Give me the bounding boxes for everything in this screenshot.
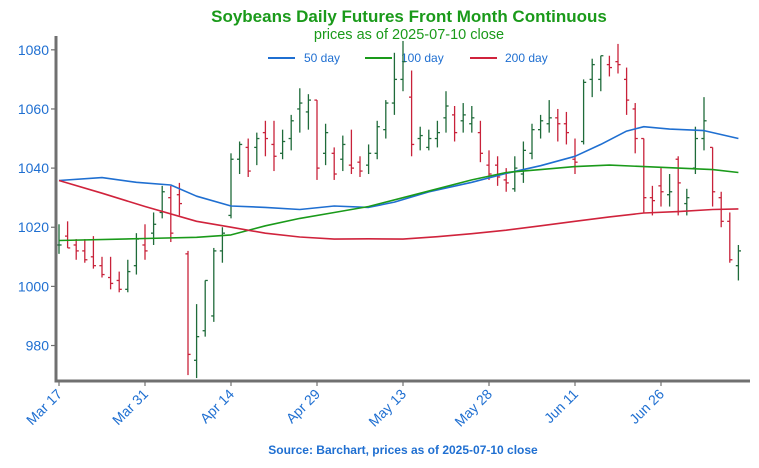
ohlc-bar (520, 141, 526, 183)
ohlc-bar (73, 239, 79, 260)
ohlc-bar (452, 106, 458, 142)
ohlc-bar (108, 256, 114, 290)
price-bars (56, 40, 741, 379)
ohlc-bar (280, 129, 286, 160)
x-tick-label: Jun 26 (626, 386, 667, 427)
x-tick-label: Jun 11 (541, 386, 581, 426)
ohlc-bar (185, 250, 191, 376)
ohlc-bar (641, 137, 647, 213)
ohlc-bar (271, 120, 277, 172)
ohlc-bar (159, 185, 165, 219)
ma-100-day-line (58, 164, 739, 242)
ohlc-bar (434, 120, 440, 148)
x-tick-label: Mar 31 (109, 386, 151, 428)
ohlc-bar (486, 150, 492, 180)
ohlc-bar (99, 256, 105, 278)
ohlc-bar (305, 94, 311, 130)
ohlc-bar (65, 221, 71, 249)
ohlc-bar (658, 168, 664, 207)
y-tick-label: 980 (26, 338, 50, 354)
ohlc-bar (254, 132, 260, 166)
ohlc-bar (512, 156, 518, 192)
ohlc-bar (598, 55, 604, 92)
ohlc-bar (288, 114, 294, 151)
ohlc-bar (211, 247, 217, 322)
ohlc-bar (692, 126, 698, 175)
legend-label-200-day: 200 day (505, 51, 548, 65)
ohlc-bar (366, 144, 372, 175)
ohlc-bar (82, 239, 88, 263)
ohlc-bar (331, 147, 337, 180)
y-tick-label: 1020 (18, 219, 49, 235)
ohlc-bar (125, 259, 131, 293)
ohlc-bar (400, 40, 406, 92)
ohlc-bar (151, 212, 157, 245)
chart-title: Soybeans Daily Futures Front Month Conti… (211, 7, 607, 26)
ohlc-bar (735, 244, 741, 281)
ma-200-day-line (58, 179, 739, 240)
axes: 980 1000 1020 1040 1060 1080 Mar 17 Mar 31 Apr 1… (18, 36, 750, 430)
ohlc-bar (357, 156, 363, 177)
ohlc-bar (314, 99, 320, 180)
moving-averages (58, 125, 739, 242)
ohlc-bar (374, 120, 380, 160)
y-tick-label: 1040 (18, 160, 49, 176)
ohlc-bar (90, 236, 96, 269)
ohlc-bar (701, 97, 707, 151)
ohlc-bar (555, 108, 561, 142)
ohlc-bar (245, 138, 251, 177)
ohlc-bar (297, 88, 303, 133)
ohlc-bar (624, 67, 630, 115)
ohlc-bar (675, 156, 681, 216)
x-tick-label: May 28 (451, 386, 495, 430)
x-tick-label: Mar 17 (23, 386, 65, 428)
ohlc-bar (667, 174, 673, 207)
ohlc-bar (383, 100, 389, 139)
ohlc-bar (727, 212, 733, 263)
ohlc-bar (391, 52, 397, 115)
ohlc-bar (615, 43, 621, 74)
ohlc-bar (417, 126, 423, 151)
ohlc-bar (529, 123, 535, 160)
ohlc-bar (116, 271, 122, 293)
ohlc-bar (409, 70, 415, 157)
x-tick-label: Apr 14 (197, 386, 238, 427)
chart-subtitle: prices as of 2025-07-10 close (313, 27, 505, 43)
ohlc-bar (228, 153, 234, 219)
ohlc-bar (237, 141, 243, 175)
y-tick-label: 1060 (18, 101, 49, 117)
ohlc-bar (649, 185, 655, 216)
x-tick-label: May 13 (365, 386, 409, 430)
ohlc-bar (460, 103, 466, 133)
ohlc-bar (426, 129, 432, 151)
ohlc-bar (495, 156, 501, 186)
ohlc-bar (589, 58, 595, 98)
ohlc-bar (477, 120, 483, 163)
ohlc-bar (546, 100, 552, 133)
ohlc-bar (710, 146, 716, 207)
legend-label-50-day: 50 day (304, 51, 340, 65)
x-tick-label: Apr 29 (283, 386, 324, 427)
source-note: Source: Barchart, prices as of 2025-07-1… (268, 443, 538, 457)
ohlc-bar (219, 227, 225, 263)
ohlc-bar (194, 304, 200, 379)
ohlc-bar (348, 129, 354, 175)
ohlc-bar (581, 79, 587, 145)
ma-50-day-line (58, 125, 739, 211)
ohlc-bar (202, 279, 208, 337)
ohlc-bar (443, 91, 449, 133)
ohlc-bar (563, 111, 569, 145)
ohlc-bar (340, 135, 346, 172)
legend: 50 day 100 day 200 day (268, 51, 548, 65)
ohlc-bar (262, 120, 268, 157)
y-tick-label: 1000 (18, 278, 49, 294)
legend-label-100-day: 100 day (401, 51, 444, 65)
y-tick-label: 1080 (18, 42, 49, 58)
ohlc-bar (538, 114, 544, 139)
ohlc-bar (606, 55, 612, 77)
ohlc-bar (469, 106, 475, 133)
ohlc-bar (323, 123, 329, 166)
ohlc-bar (142, 224, 148, 260)
